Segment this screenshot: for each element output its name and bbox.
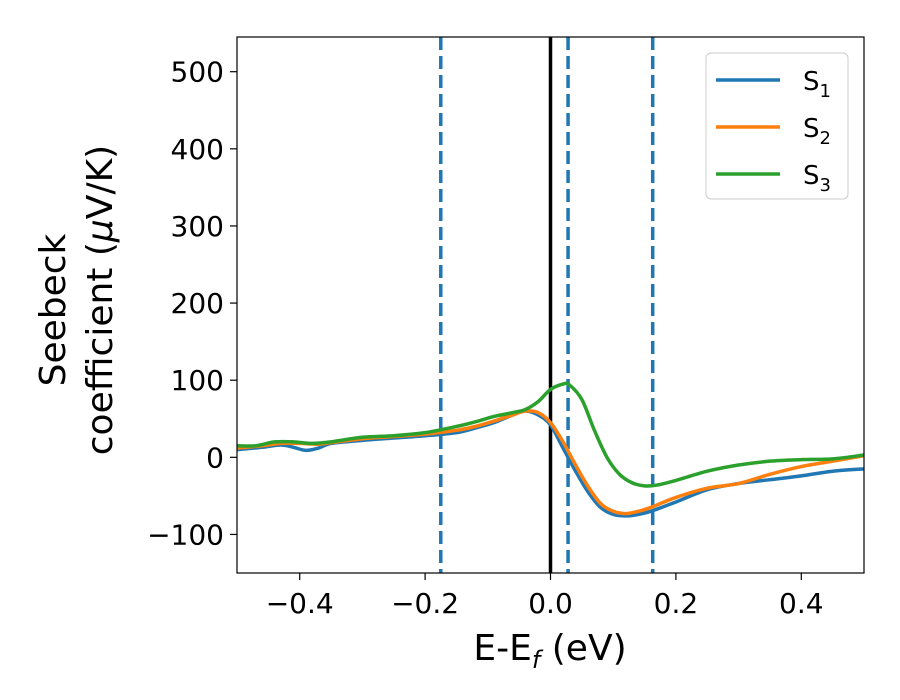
legend-label-s1: S1	[803, 67, 831, 102]
y-axis-label-line2: coefficient (μV/K)	[80, 145, 121, 455]
legend: S1 S2 S3	[705, 52, 849, 200]
y-tick-label: 200	[171, 287, 224, 320]
plot-area	[236, 36, 865, 574]
y-tick-label: 400	[171, 133, 224, 166]
y-axis-label-line1: Seebeck	[33, 233, 74, 386]
x-axis-ticks: −0.4 −0.2 0.0 0.2 0.4	[266, 573, 824, 620]
x-tick-label: 0.0	[528, 587, 573, 620]
x-tick-label: −0.2	[391, 587, 459, 620]
legend-label-s2: S2	[803, 114, 831, 149]
y-axis-label-pre: coefficient (	[80, 242, 121, 455]
x-tick-label: −0.4	[266, 587, 334, 620]
x-tick-label: 0.2	[654, 587, 699, 620]
y-axis-label-post: V/K)	[80, 145, 121, 219]
y-tick-label: 300	[171, 210, 224, 243]
x-axis-label: E-Ef (eV)	[473, 628, 626, 674]
x-tick-label: 0.4	[779, 587, 824, 620]
x-axis-label-unit: (eV)	[540, 628, 626, 669]
y-axis-ticks: −100 0 100 200 300 400 500	[147, 56, 237, 551]
y-tick-label: −100	[147, 518, 224, 551]
y-tick-label: 500	[171, 56, 224, 89]
y-axis-label-mu: μ	[80, 219, 121, 243]
y-tick-label: 0	[206, 441, 224, 474]
vertical-reference-lines	[439, 37, 655, 573]
series-line-s3	[237, 381, 864, 488]
series-lines	[237, 381, 864, 518]
x-axis-label-main: E-E	[473, 628, 531, 669]
y-tick-label: 100	[171, 364, 224, 397]
legend-label-s3: S3	[803, 161, 831, 196]
